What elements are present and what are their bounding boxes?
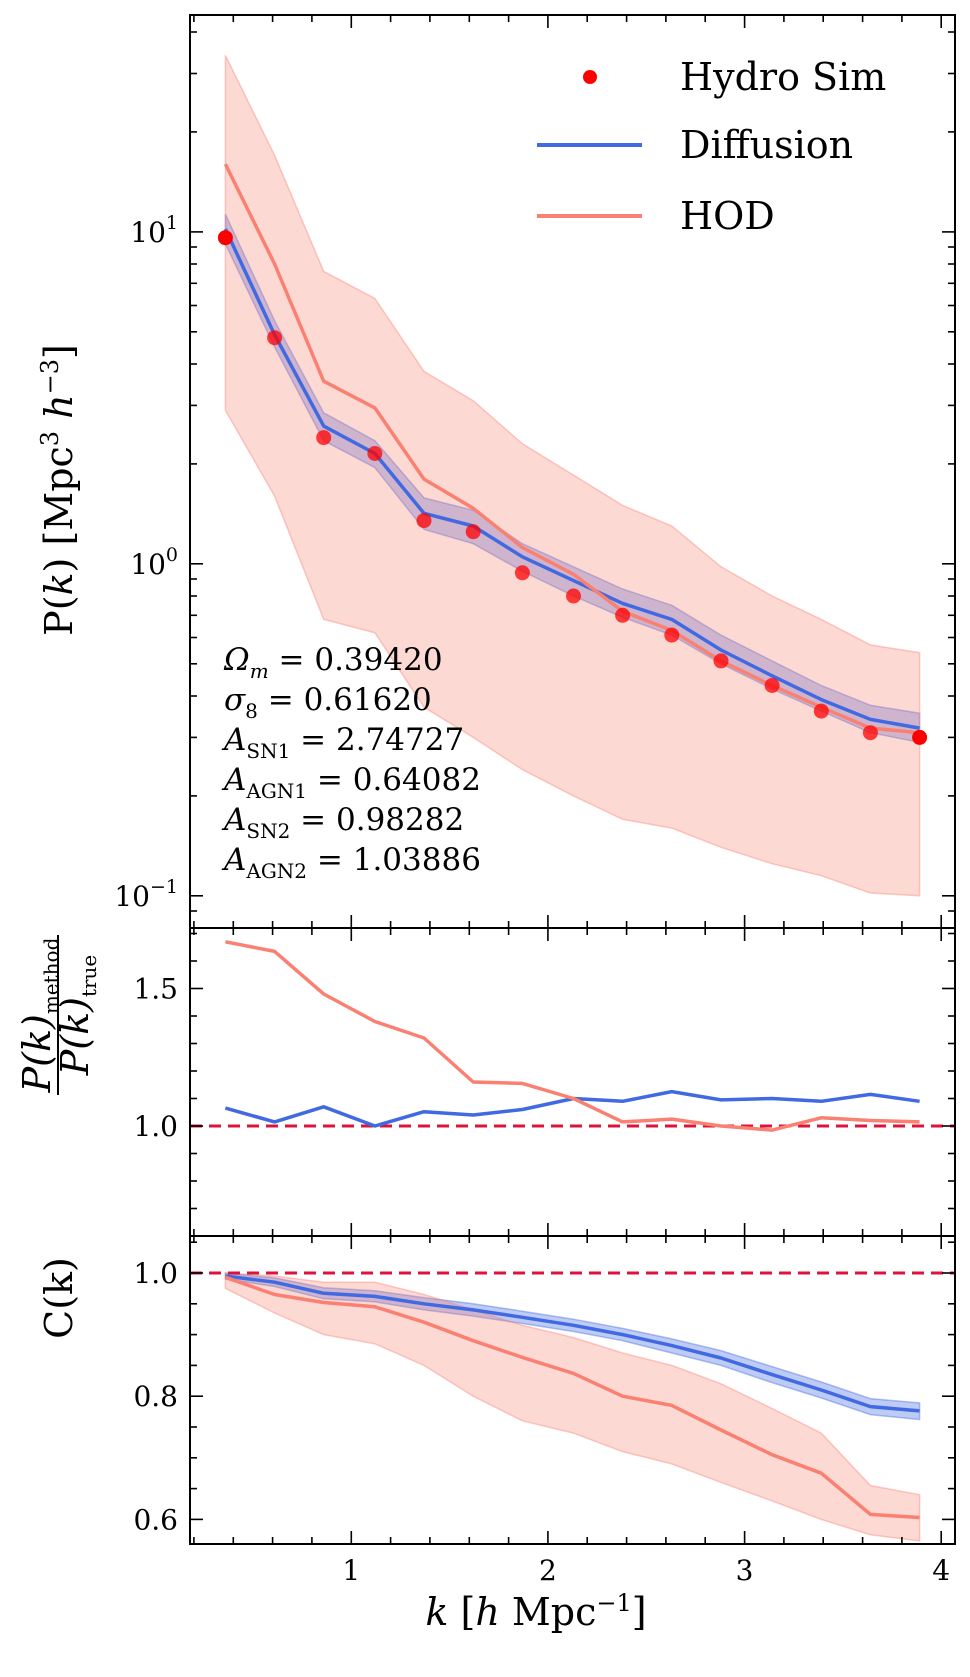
- p3-y-axis-label: C(k): [37, 1257, 81, 1339]
- confidence-bands: [224, 55, 921, 1542]
- ratio-hod-line: [225, 940, 920, 1132]
- x-axis-label: k [h Mpc−1]: [425, 1589, 646, 1634]
- parameter-line: σ8 = 0.61620: [224, 682, 432, 723]
- power-spectrum-hydro-sim-point: [764, 678, 780, 693]
- panel-frames: [189, 14, 956, 1545]
- power-spectrum-hydro-sim-point: [316, 430, 332, 446]
- p3-y-tick-label: 0.6: [133, 1503, 178, 1536]
- svg-text:P(k)true: P(k)true: [53, 955, 101, 1077]
- axis-ticks: [190, 15, 955, 1544]
- power-spectrum-hydro-sim-point: [465, 524, 481, 540]
- p2-y-tick-label: 1.0: [133, 1110, 178, 1143]
- p1-y-tick-label: 10−1: [114, 876, 178, 913]
- power-spectrum-hydro-sim-point: [416, 513, 432, 529]
- legend-label-hydro-sim: Hydro Sim: [680, 55, 886, 99]
- power-spectrum-hydro-sim-point: [267, 330, 283, 346]
- p2-y-tick-label: 1.5: [133, 973, 178, 1006]
- power-spectrum-hydro-sim-point: [912, 729, 928, 745]
- p2-y-axis-label: P(k)method P(k)true: [15, 935, 101, 1095]
- legend-marker-hydro-sim: [583, 70, 597, 84]
- power-spectrum-hydro-sim-point: [615, 607, 631, 623]
- power-spectrum-diffusion-line: [223, 228, 920, 730]
- p3-y-tick-label: 1.0: [133, 1257, 178, 1290]
- data-points: [217, 230, 928, 745]
- cross-correlation-diffusion-line: [225, 1274, 920, 1413]
- x-tick-label: 3: [736, 1554, 754, 1587]
- parameter-line: ASN1 = 2.74727: [221, 722, 464, 763]
- p1-y-tick-label: 100: [130, 544, 178, 581]
- power-spectrum-hydro-sim-point: [862, 725, 878, 741]
- legend-label-hod: HOD: [680, 194, 775, 238]
- parameter-line: Ωm = 0.39420: [223, 642, 443, 683]
- legend: Hydro Sim Diffusion HOD: [537, 55, 886, 238]
- power-spectrum-hydro-sim-point: [713, 653, 729, 669]
- reference-lines: [190, 1124, 955, 1275]
- parameter-line: AAGN2 = 1.03886: [221, 842, 481, 883]
- power-spectrum-hod-line: [223, 163, 920, 735]
- power-spectrum-hydro-sim-point: [367, 446, 383, 461]
- ratio-frame: [189, 927, 956, 1237]
- power-spectrum-hydro-sim-point: [813, 703, 829, 719]
- cross-correlation-hod-band: [224, 1272, 921, 1542]
- p1-y-axis-label: P(k) [Mpc3 h−3]: [36, 344, 81, 636]
- x-tick-label: 1: [342, 1554, 360, 1587]
- x-tick-label: 2: [539, 1554, 557, 1587]
- cross-correlation-frame: [189, 1235, 956, 1545]
- legend-label-diffusion: Diffusion: [680, 123, 853, 167]
- p1-y-tick-label: 101: [130, 212, 178, 249]
- power-spectrum-hod-band: [224, 55, 921, 897]
- p3-y-tick-label: 0.8: [133, 1380, 178, 1413]
- power-spectrum-hydro-sim-point: [566, 588, 581, 604]
- x-tick-label: 4: [932, 1554, 950, 1587]
- parameter-line: AAGN1 = 0.64082: [221, 762, 481, 803]
- parameter-line: ASN2 = 0.98282: [221, 802, 464, 843]
- tick-labels: 1 2 3 4 101 100 10−1 1.0 1.5 0.6 0.8 1.0: [114, 212, 950, 1587]
- power-spectrum-hydro-sim-point: [514, 565, 530, 581]
- cross-correlation-hod-line: [224, 1275, 920, 1520]
- power-spectrum-hydro-sim-point: [217, 230, 233, 246]
- power-spectrum-hydro-sim-point: [664, 627, 680, 643]
- series-lines: [223, 163, 920, 1520]
